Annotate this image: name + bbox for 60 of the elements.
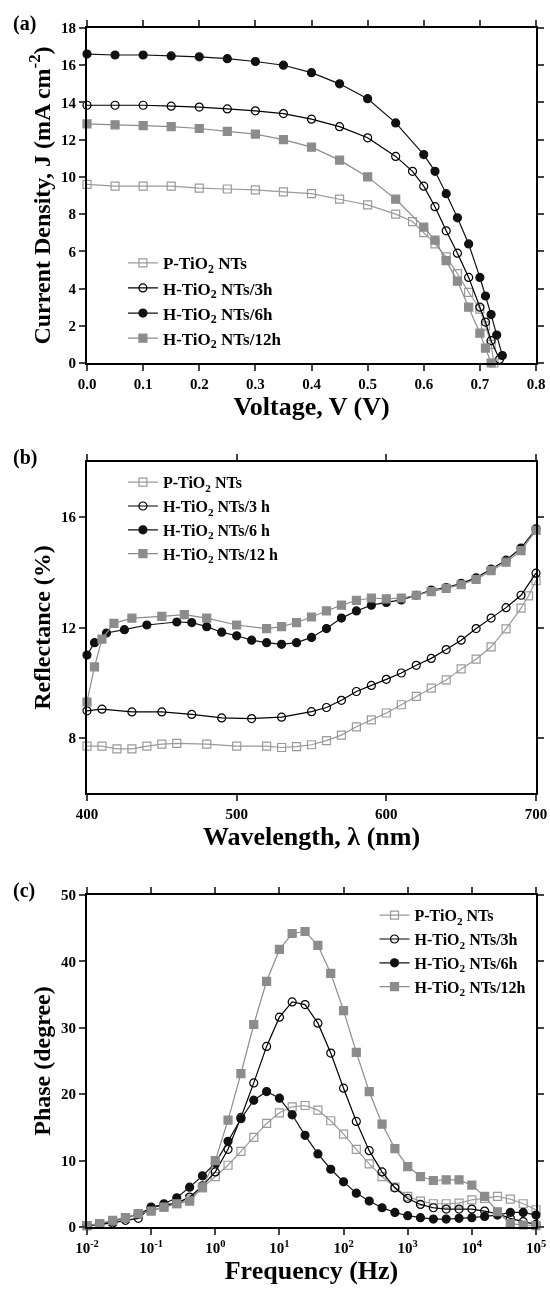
y-tick-label: 30	[61, 1020, 76, 1037]
x-tick-label: 10$^{4}$	[461, 1237, 483, 1256]
x-tick-label: 10$^{3}$	[397, 1237, 418, 1256]
y-tick-label: 50	[61, 887, 76, 904]
y-tick-label: 12	[61, 131, 76, 148]
x-tick-label: 700	[524, 806, 548, 822]
text: (b)	[13, 446, 38, 469]
y-tick-label: 10	[61, 169, 76, 186]
x-tick-label: 500	[225, 806, 248, 822]
y-tick-label: 4	[68, 280, 77, 297]
legend-label: H-TiO$_{2}$ NTs/12h	[162, 329, 282, 352]
y-tick-label: 6	[68, 243, 77, 260]
y-tick-label: 2	[68, 318, 76, 335]
legend-label: H-TiO$_{2}$ NTs/3 h	[162, 498, 270, 518]
x-tick-label: 0.5	[358, 376, 378, 392]
x-tick-label: 10$^{-2}$	[75, 1237, 99, 1256]
y-tick-label: 0	[68, 355, 76, 372]
x-tick-label: 0.6	[414, 376, 434, 392]
y-tick-label: 16	[61, 509, 77, 526]
y-tick-label: 20	[61, 1086, 76, 1103]
x-tick-label: 0.4	[302, 376, 322, 392]
y-tick-label: 12	[61, 619, 76, 636]
text: (a)	[13, 12, 37, 35]
y-tick-label: 10	[61, 1152, 76, 1169]
legend-label: P-TiO$_{2}$ NTs	[414, 907, 494, 927]
x-tick-label: 400	[75, 806, 99, 822]
y-axis-title: Reflectance (%)	[28, 545, 55, 710]
legend-label: H-TiO$_{2}$ NTs/6h	[162, 304, 273, 327]
y-tick-label: 40	[61, 953, 76, 970]
y-tick-label: 18	[61, 20, 76, 37]
x-tick-label: 600	[375, 806, 398, 822]
y-tick-label: 8	[68, 730, 76, 747]
x-tick-label: 10$^{0}$	[205, 1237, 226, 1256]
y-tick-label: 8	[68, 206, 76, 223]
text: (c)	[13, 879, 36, 902]
y-tick-label: 14	[61, 94, 77, 111]
x-tick-label: 10$^{1}$	[269, 1237, 290, 1256]
x-tick-label: 0.3	[246, 376, 265, 392]
legend-label: H-TiO$_{2}$ NTs/6h	[414, 955, 518, 975]
x-tick-label: 10$^{2}$	[333, 1237, 354, 1256]
legend-label: P-TiO$_{2}$ NTs	[162, 474, 242, 494]
legend-label: H-TiO$_{2}$ NTs/6 h	[162, 522, 270, 542]
y-tick-label: 0	[68, 1219, 76, 1236]
x-tick-label: 0.1	[133, 376, 153, 392]
y-tick-label: 16	[61, 57, 77, 74]
y-axis-title: Phase (degree)	[28, 986, 55, 1136]
x-axis-title: Frequency (Hz)	[224, 1256, 399, 1286]
x-axis-title: Wavelength, λ (nm)	[202, 822, 421, 852]
x-tick-label: 0.7	[470, 376, 490, 392]
x-tick-label: 10$^{-1}$	[139, 1237, 164, 1256]
x-tick-label: 0.2	[189, 376, 209, 392]
x-tick-label: 0.0	[77, 376, 97, 392]
legend-label: P-TiO$_{2}$ NTs	[162, 254, 248, 277]
legend-label: H-TiO$_{2}$ NTs/12h	[414, 978, 526, 999]
legend-label: H-TiO$_{2}$ NTs/3h	[162, 279, 273, 302]
x-tick-label: 0.8	[526, 376, 546, 392]
x-tick-label: 10$^{5}$	[525, 1237, 547, 1256]
legend-label: H-TiO$_{2}$ NTs/12 h	[162, 545, 278, 566]
x-axis-title: Voltage, V (V)	[233, 392, 390, 422]
legend-label: H-TiO$_{2}$ NTs/3h	[414, 931, 518, 951]
